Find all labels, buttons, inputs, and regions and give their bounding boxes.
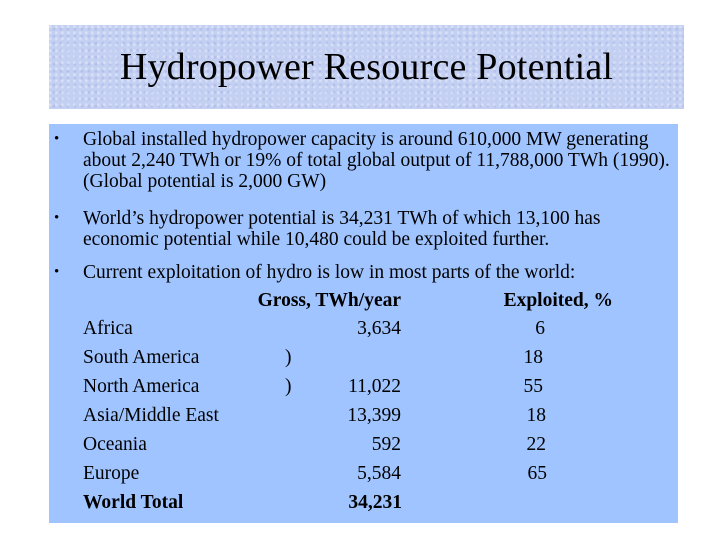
table-header-gross: Gross, TWh/year xyxy=(257,290,401,311)
table-cell-gross: 13,399 xyxy=(347,405,401,426)
bullet-icon: • xyxy=(54,264,60,280)
table-cell-gross: 11,022 xyxy=(348,376,401,397)
table-cell-region: South America xyxy=(83,347,200,368)
slide-title: Hydropower Resource Potential xyxy=(119,46,614,88)
bullet-icon: • xyxy=(54,131,60,147)
table-total-gross: 34,231 xyxy=(348,492,402,513)
table-cell-exploited: 65 xyxy=(527,463,548,484)
table-cell-region: North America xyxy=(83,376,200,397)
table-cell-exploited: 22 xyxy=(526,434,547,455)
bullet-text: Global installed hydropower capacity is … xyxy=(83,129,670,192)
table-cell-region: Europe xyxy=(83,463,140,484)
table-cell-gross: 592 xyxy=(371,434,401,455)
table-cell-region: Oceania xyxy=(83,434,147,455)
table-cell-bracket: ) xyxy=(285,347,292,368)
content-panel xyxy=(49,124,678,523)
table-cell-bracket: ) xyxy=(285,376,292,397)
table-header-exploited: Exploited, % xyxy=(503,290,613,311)
table-cell-exploited: 18 xyxy=(523,347,544,368)
table-cell-exploited: 18 xyxy=(526,405,547,426)
title-banner: Hydropower Resource Potential xyxy=(49,25,684,109)
table-cell-region: Asia/Middle East xyxy=(83,405,219,426)
table-cell-gross: 3,634 xyxy=(357,318,401,339)
bullet-icon: • xyxy=(54,210,60,226)
table-total-label: World Total xyxy=(83,492,184,513)
table-cell-gross: 5,584 xyxy=(357,463,401,484)
bullet-text: World’s hydropower potential is 34,231 T… xyxy=(83,208,601,250)
table-cell-exploited: 6 xyxy=(535,318,545,339)
table-cell-region: Africa xyxy=(83,318,133,339)
table-cell-exploited: 55 xyxy=(523,376,544,397)
bullet-text: Current exploitation of hydro is low in … xyxy=(83,262,576,283)
